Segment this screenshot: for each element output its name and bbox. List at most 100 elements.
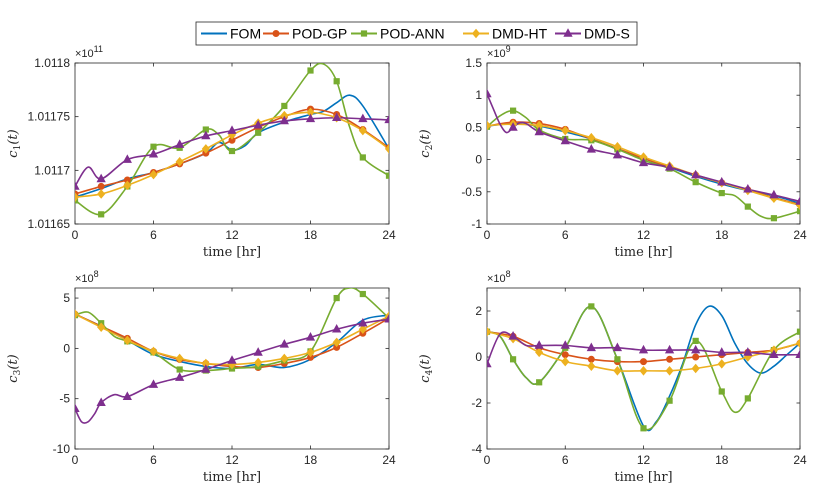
subplot-1: 0 6 12 18 24 1.01165 1.0117 1.01175 1.0118 ×1011 t…	[6, 44, 396, 260]
data-point-dmd-s	[717, 176, 727, 186]
x-axis-label: time [hr]	[614, 245, 672, 260]
data-point-dmd-s	[508, 122, 518, 131]
exponent-base: ×10	[75, 273, 94, 285]
data-point-dmd-ht	[665, 366, 674, 376]
data-point-dmd-ht	[175, 156, 184, 167]
data-point-dmd-s	[560, 340, 570, 349]
subplot-4: 0 6 12 18 24 -4 -2 0 2 ×108 time [hr] c4(t)	[418, 269, 807, 485]
data-point-dmd-s	[227, 125, 237, 134]
legend-marker	[471, 28, 481, 39]
data-point-dmd-ht	[639, 366, 648, 376]
data-point-dmd-s	[487, 358, 492, 368]
data-point-dmd-s	[717, 347, 727, 356]
series-line-pod-ann	[75, 63, 389, 216]
data-point-dmd-ht	[280, 353, 289, 364]
data-point-dmd-ht	[332, 337, 341, 348]
x-tick-label: 12	[637, 453, 651, 467]
y-tick-label: 5	[63, 291, 70, 305]
data-point-dmd-s	[253, 120, 263, 129]
data-point-dmd-s	[332, 324, 342, 333]
y-tick-label: 1.01175	[28, 110, 71, 124]
data-point-dmd-ht	[123, 335, 132, 346]
exponent-base: ×10	[75, 48, 94, 60]
data-point-dmd-s	[508, 331, 518, 340]
legend-entry: DMD-S	[555, 26, 630, 42]
y-tick-label: -4	[471, 442, 482, 456]
y-label-main: c	[418, 150, 433, 158]
data-point-dmd-ht	[149, 169, 158, 180]
plot-area	[487, 88, 800, 222]
data-point-pod-ann	[333, 78, 340, 85]
data-point-dmd-s	[743, 183, 753, 193]
y-label-sub: 3	[13, 369, 23, 375]
x-axis-label: time [hr]	[203, 470, 261, 485]
exponent-base: ×10	[487, 273, 506, 285]
y-label-main: c	[418, 375, 433, 383]
exponent-base: ×10	[487, 48, 506, 60]
data-point-pod-ann	[228, 147, 236, 155]
data-point-dmd-s	[201, 364, 211, 373]
y-label-main: c	[6, 375, 21, 383]
data-point-dmd-s	[769, 349, 779, 358]
x-axis-label: time [hr]	[614, 470, 672, 485]
data-point-dmd-ht	[795, 338, 800, 348]
data-point-pod-ann	[692, 337, 699, 344]
data-point-dmd-s	[122, 391, 132, 400]
data-point-dmd-s	[305, 332, 316, 341]
exponent-power: 8	[506, 269, 511, 279]
y-label-tail: (t)	[418, 354, 433, 369]
legend-label: DMD-HT	[492, 26, 548, 42]
data-point-dmd-ht	[358, 125, 367, 136]
x-tick-label: 18	[304, 228, 318, 242]
data-point-dmd-s	[227, 355, 237, 364]
data-point-dmd-s	[664, 344, 675, 354]
data-point-pod-ann	[640, 425, 647, 432]
data-point-dmd-s	[253, 347, 263, 356]
data-point-dmd-s	[148, 379, 159, 388]
data-point-dmd-s	[586, 342, 596, 352]
data-point-pod-ann	[333, 294, 340, 302]
data-point-dmd-s	[279, 339, 289, 348]
x-tick-label: 0	[72, 228, 79, 242]
data-point-dmd-s	[638, 344, 649, 354]
legend-entry: DMD-HT	[463, 26, 548, 42]
data-point-dmd-s	[384, 114, 389, 124]
legend-entry: FOM	[201, 26, 261, 42]
data-point-dmd-s	[769, 189, 779, 199]
series-line-pod-ann	[487, 305, 800, 431]
x-tick-label: 12	[225, 453, 239, 467]
y-axis-label: c2(t)	[418, 129, 435, 157]
legend-entry: POD-ANN	[351, 26, 445, 42]
data-point-dmd-s	[332, 112, 342, 122]
y-tick-label: -0.5	[461, 185, 482, 199]
y-label-main: c	[6, 150, 21, 158]
data-point-dmd-s	[175, 139, 185, 148]
legend-label: POD-GP	[292, 26, 347, 42]
data-point-dmd-s	[638, 157, 649, 167]
y-label-tail: (t)	[6, 129, 21, 144]
data-point-pod-ann	[359, 290, 366, 298]
data-point-dmd-s	[612, 342, 623, 352]
data-point-pod-ann	[796, 208, 800, 215]
x-tick-label: 0	[484, 453, 491, 467]
data-point-dmd-s	[75, 403, 80, 413]
y-label-sub: 2	[425, 145, 435, 151]
data-point-dmd-ht	[487, 120, 492, 131]
y-tick-label: 1.0118	[34, 56, 70, 70]
data-point-dmd-ht	[613, 366, 622, 376]
x-tick-label: 0	[72, 453, 79, 467]
data-point-dmd-s	[75, 181, 80, 190]
data-point-dmd-ht	[175, 353, 184, 364]
data-point-pod-ann	[770, 215, 778, 222]
x-tick-label: 24	[793, 228, 807, 242]
legend-marker	[272, 30, 280, 37]
data-point-pod-gp	[97, 182, 105, 190]
x-tick-label: 12	[637, 228, 651, 242]
data-point-dmd-ht	[587, 132, 596, 143]
x-tick-label: 24	[382, 228, 396, 242]
y-tick-label: 1.5	[465, 56, 482, 70]
plot-area	[487, 303, 800, 432]
data-point-dmd-s	[175, 372, 185, 381]
data-point-dmd-ht	[691, 363, 700, 374]
x-tick-label: 12	[225, 228, 239, 242]
